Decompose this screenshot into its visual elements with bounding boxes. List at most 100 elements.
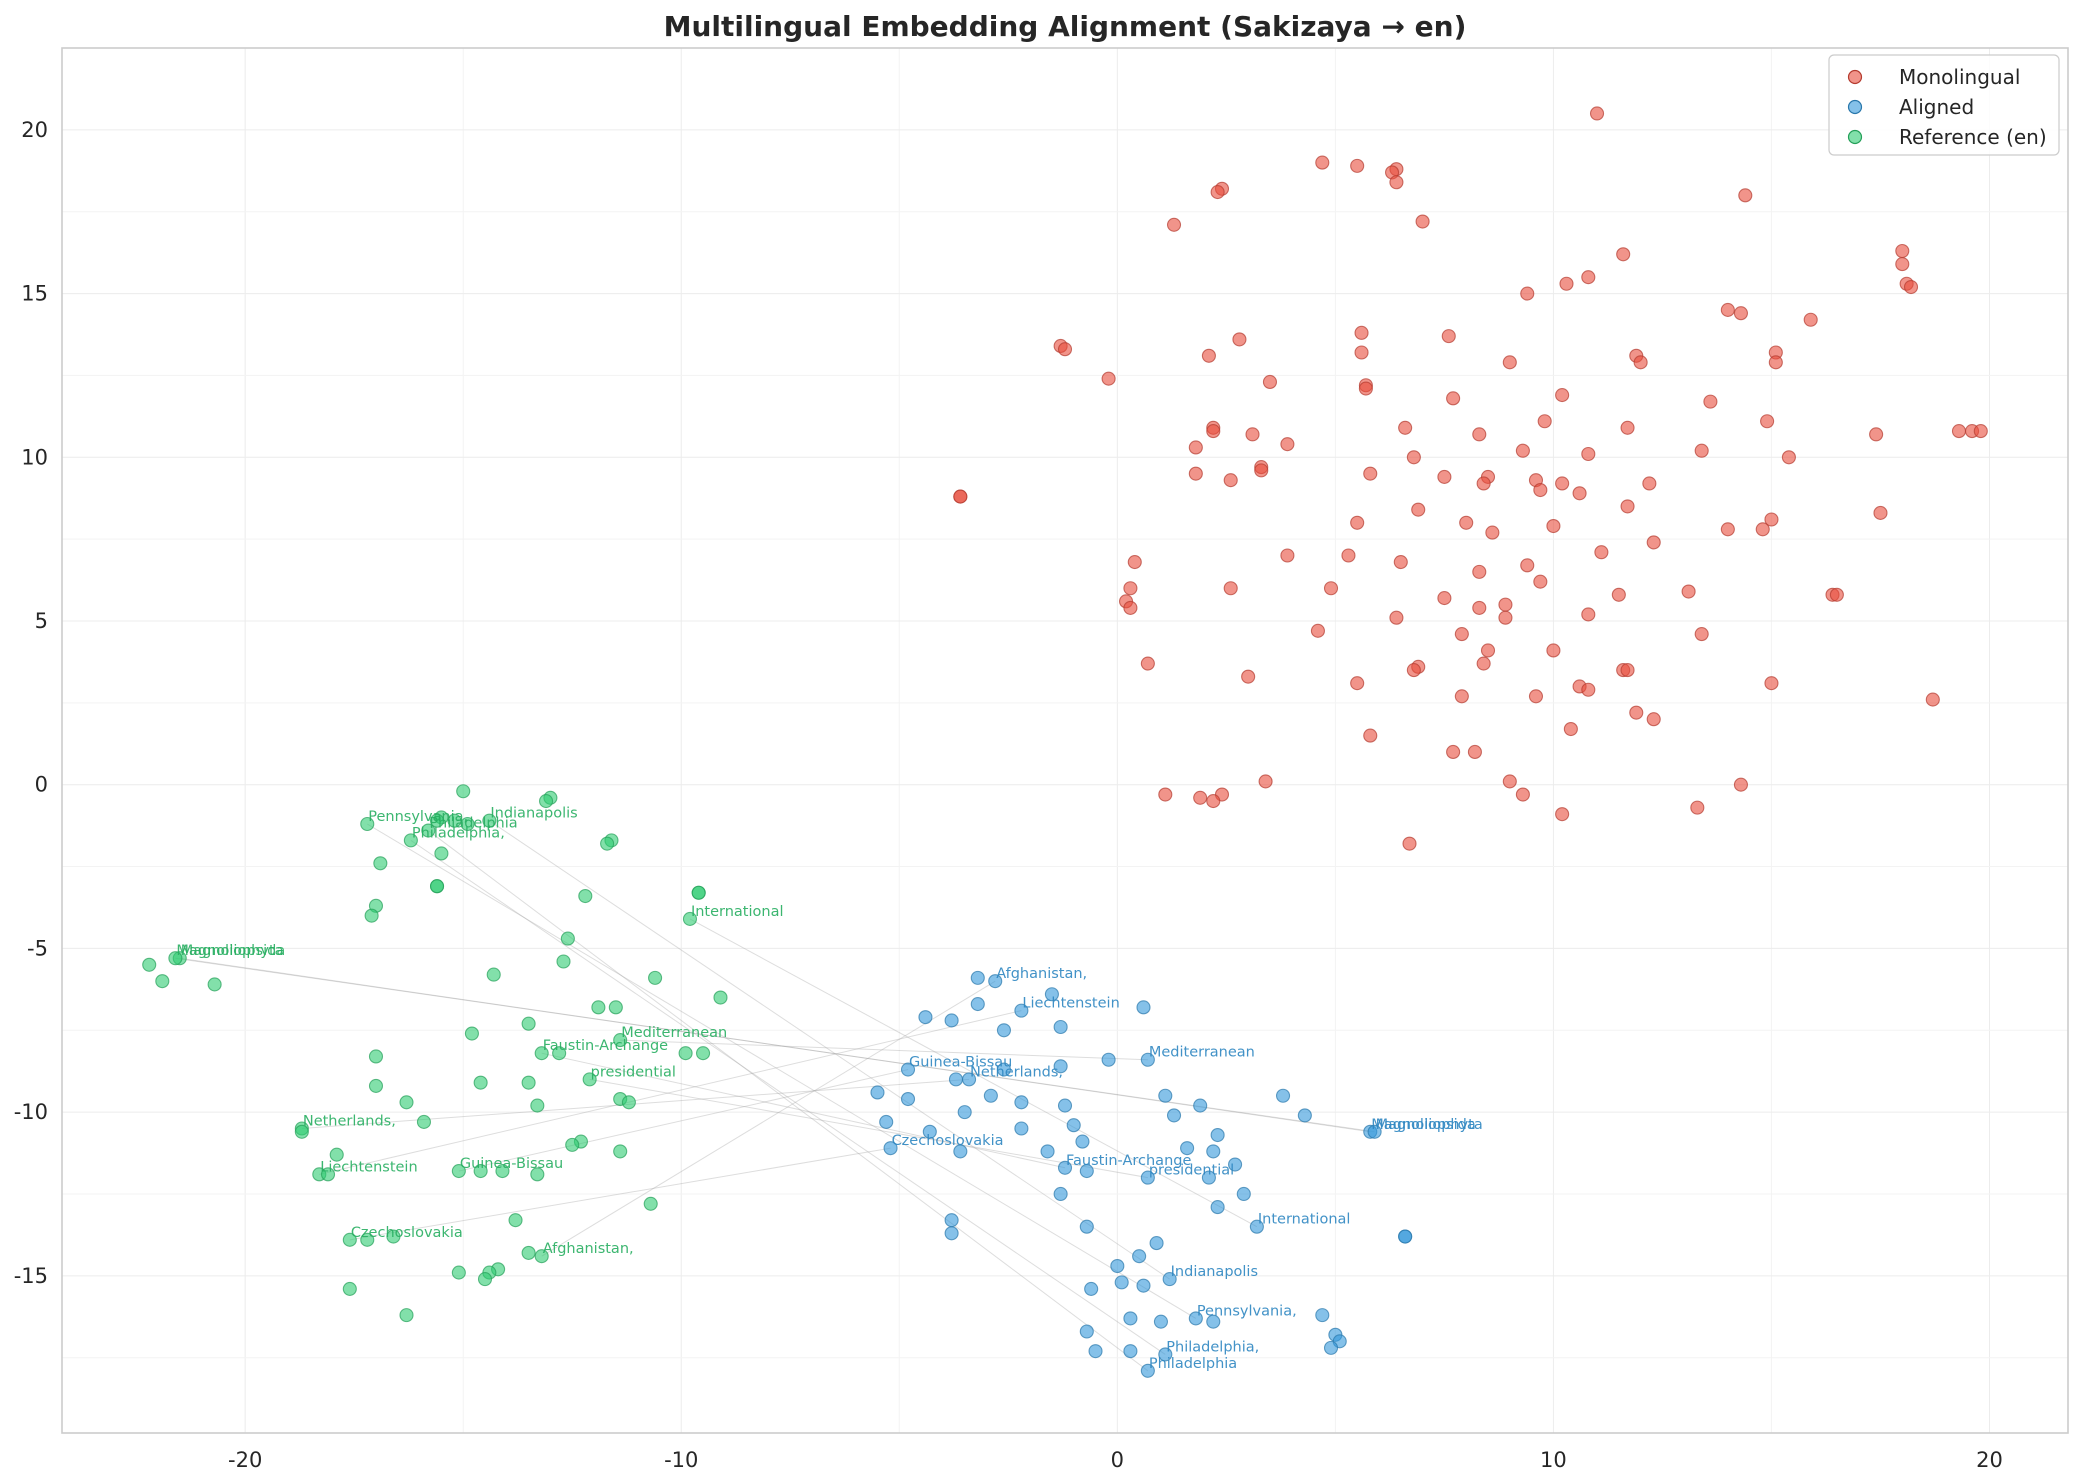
aligned-label-mediterranean: Mediterranean	[1149, 1045, 1255, 1061]
point-monolingual	[1485, 525, 1500, 540]
connector-liechtenstein	[319, 1010, 1022, 1175]
reference-label-faustin-archange: Faustin-Archange	[543, 1038, 668, 1054]
point-aligned	[1136, 1278, 1151, 1293]
aligned-label-presidential: presidential	[1149, 1163, 1234, 1179]
point-monolingual	[1232, 332, 1247, 347]
point-monolingual	[1546, 643, 1561, 658]
y-tick-label: 10	[21, 445, 48, 469]
point-monolingual	[1903, 279, 1919, 295]
aligned-label-faustin-archange: Faustin-Archange	[1066, 1153, 1191, 1169]
axis-ticks: -20 -10 0 10 20 20 15 10 5 0 -5 -10 -15	[14, 118, 2003, 1472]
point-aligned	[1132, 1249, 1147, 1264]
point-monolingual	[1925, 692, 1940, 707]
point-reference-en	[565, 1137, 580, 1152]
point-reference-en	[473, 1164, 488, 1179]
point-reference-en	[508, 1213, 523, 1228]
point-reference-en	[534, 1249, 549, 1264]
point-reference-en	[460, 816, 475, 832]
point-monolingual	[1472, 427, 1487, 442]
point-monolingual	[1611, 587, 1626, 602]
point-aligned	[1140, 1052, 1155, 1067]
aligned-label-czechoslovakia: Czechoslovakia	[892, 1133, 1004, 1149]
y-tick-label: -15	[14, 1264, 48, 1288]
point-aligned	[1193, 1098, 1208, 1113]
point-monolingual	[1472, 600, 1487, 615]
point-aligned	[1166, 1108, 1182, 1123]
point-reference-en	[552, 1046, 567, 1061]
point-reference-en	[534, 1046, 549, 1061]
point-aligned	[1088, 1344, 1103, 1359]
point-monolingual	[1402, 836, 1417, 851]
point-monolingual	[1437, 591, 1452, 606]
plot-frame	[61, 47, 2069, 1434]
point-reference-en	[386, 1229, 401, 1244]
reference-label-afghanistan: Afghanistan,	[543, 1241, 634, 1257]
point-aligned	[944, 1213, 959, 1228]
point-monolingual	[1467, 744, 1482, 760]
point-reference-en	[613, 1033, 628, 1048]
point-aligned	[1210, 1127, 1225, 1143]
point-aligned	[1158, 1088, 1173, 1103]
point-monolingual	[1803, 312, 1818, 327]
point-monolingual	[1581, 446, 1596, 462]
point-monolingual	[1755, 522, 1770, 537]
point-monolingual	[1520, 558, 1535, 573]
point-monolingual	[1528, 689, 1544, 704]
point-reference-en	[447, 813, 462, 828]
point-monolingual	[1398, 420, 1413, 435]
legend-marker-monolingual	[1847, 69, 1863, 85]
point-monolingual	[1764, 512, 1779, 527]
point-reference-en	[451, 1164, 466, 1179]
point-reference-en	[621, 1095, 636, 1110]
aligned-label-philadelphia: Philadelphia	[1149, 1356, 1237, 1372]
point-monolingual	[1158, 787, 1173, 802]
x-tick-label: 20	[1976, 1448, 2003, 1472]
point-monolingual	[1254, 463, 1269, 478]
point-reference-en	[360, 1232, 375, 1247]
point-reference-en	[320, 1167, 336, 1182]
connector-pennsylvania	[367, 823, 1197, 1319]
point-reference-en	[521, 1016, 536, 1031]
aligned-label-netherlands: Netherlands,	[970, 1064, 1063, 1080]
reference-label-indianapolis: Indianapolis	[490, 806, 577, 822]
alignment-connectors	[175, 820, 1375, 1372]
connector-faustin-archange	[541, 1052, 1066, 1169]
reference-label-presidential: presidential	[591, 1064, 676, 1080]
point-aligned	[1158, 1347, 1173, 1362]
x-tick-label: -10	[664, 1448, 698, 1472]
point-monolingual	[1480, 643, 1496, 658]
point-monolingual	[1358, 381, 1373, 396]
connector-afghanistan	[541, 980, 996, 1257]
point-aligned	[944, 1013, 959, 1028]
y-tick-label: 20	[21, 118, 48, 142]
point-aligned	[988, 974, 1003, 989]
point-monolingual	[1323, 581, 1339, 596]
point-aligned	[1014, 1095, 1029, 1110]
point-monolingual	[1533, 574, 1548, 589]
point-aligned	[1075, 1134, 1090, 1149]
point-monolingual	[1533, 482, 1548, 498]
point-monolingual	[1258, 774, 1273, 789]
point-aligned	[879, 1114, 894, 1129]
aligned-label-magnoliopsida: Magnoliopsida	[1371, 1117, 1475, 1133]
point-monolingual	[1869, 427, 1884, 442]
point-reference-en	[456, 784, 471, 799]
point-aligned	[870, 1085, 885, 1100]
reference-label-guinea-bissau: Guinea-Bissau	[460, 1156, 563, 1172]
point-aligned	[1367, 1124, 1382, 1139]
point-reference-en	[207, 977, 222, 992]
point-reference-en	[399, 1308, 414, 1323]
connector-philadelphia	[410, 839, 1166, 1355]
connector-international	[689, 918, 1258, 1228]
point-reference-en	[421, 823, 436, 838]
point-monolingual	[1502, 355, 1517, 370]
reference-label-philadelphia: Philadelphia	[429, 816, 517, 832]
point-aligned	[957, 1105, 972, 1120]
point-aligned	[1053, 1186, 1068, 1202]
point-monolingual	[1341, 548, 1356, 563]
point-reference-en	[691, 885, 706, 900]
legend-marker-aligned	[1847, 99, 1863, 115]
grid	[62, 48, 2068, 1433]
point-aligned	[900, 1062, 916, 1077]
